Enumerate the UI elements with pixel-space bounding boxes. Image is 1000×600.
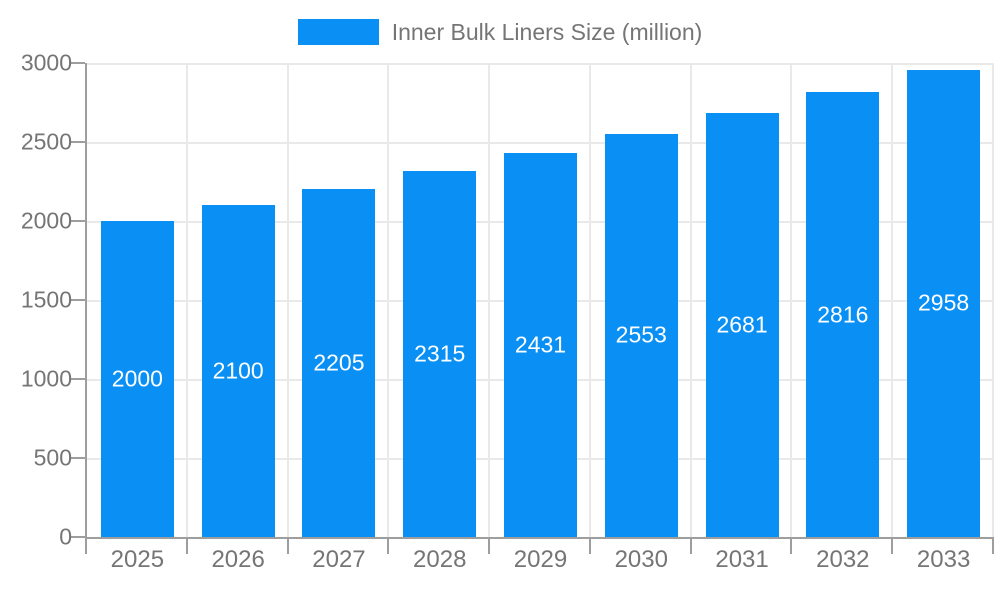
bar-value-label: 2681 [716, 311, 768, 338]
vertical-gridline [185, 63, 188, 537]
y-axis-tick [71, 457, 85, 459]
bar[interactable]: 2681 [705, 113, 779, 537]
vertical-gridline [387, 63, 390, 537]
y-axis-tick [71, 378, 85, 380]
x-axis-tick-label: 2033 [916, 546, 971, 573]
bar[interactable]: 2816 [806, 92, 880, 537]
y-axis-tick-label: 500 [33, 444, 72, 471]
x-axis-tick-label: 2026 [211, 546, 265, 573]
bar[interactable]: 2958 [907, 69, 981, 537]
chart-legend: Inner Bulk Liners Size (million) [0, 19, 1000, 45]
vertical-gridline [286, 63, 289, 537]
y-axis-tick [71, 220, 85, 222]
x-axis-tick [992, 539, 994, 554]
x-axis-tick [588, 539, 591, 554]
vertical-gridline [689, 63, 692, 537]
bar[interactable]: 2553 [604, 133, 678, 537]
x-axis-tick [891, 539, 894, 554]
x-axis-tick [185, 539, 188, 554]
bar-value-label: 2431 [514, 331, 567, 358]
y-axis-tick [71, 536, 85, 538]
y-axis-line [85, 63, 87, 553]
vertical-gridline [992, 63, 994, 537]
bar-value-label: 2315 [414, 340, 466, 367]
y-axis-tick-label: 3000 [20, 49, 72, 76]
bar[interactable]: 2315 [403, 171, 477, 537]
bar-value-label: 2553 [615, 321, 667, 348]
x-axis-tick-label: 2031 [715, 546, 769, 573]
vertical-gridline [891, 63, 894, 537]
x-axis-tick [488, 539, 491, 554]
legend-color-swatch [297, 19, 379, 45]
x-axis-line [87, 537, 994, 539]
y-axis-tick [71, 141, 85, 143]
plot-area: 0 500 1000 1500 2000 2500 3000 2000 2025 2100 2026… [21, 50, 994, 573]
vertical-gridline [488, 63, 491, 537]
x-axis-tick [387, 539, 390, 554]
y-axis-tick [71, 62, 85, 64]
x-axis-tick-label: 2025 [110, 546, 165, 573]
y-axis-tick-label: 1000 [20, 365, 72, 392]
bar[interactable]: 2000 [100, 221, 174, 537]
vertical-gridline [588, 63, 591, 537]
legend-label: Inner Bulk Liners Size (million) [391, 19, 703, 45]
bar[interactable]: 2100 [201, 205, 275, 537]
y-axis-tick [71, 299, 85, 301]
x-axis-tick-label: 2029 [513, 546, 568, 573]
bar-value-label: 2000 [111, 365, 163, 392]
horizontal-gridline [87, 142, 994, 144]
y-axis-tick-label: 0 [59, 523, 72, 550]
bar-value-label: 2205 [313, 349, 365, 376]
x-axis-tick-label: 2027 [312, 546, 366, 573]
bar[interactable]: 2205 [302, 188, 376, 537]
x-axis-tick [689, 539, 692, 554]
bar-value-label: 2816 [817, 301, 869, 328]
x-axis-tick [286, 539, 289, 554]
vertical-gridline [790, 63, 793, 537]
bar-value-label: 2958 [918, 289, 970, 316]
x-axis-tick [790, 539, 793, 554]
y-axis-tick-label: 2000 [20, 207, 72, 234]
x-axis-tick-label: 2032 [816, 546, 870, 573]
legend-item[interactable]: Inner Bulk Liners Size (million) [297, 19, 703, 45]
y-axis-tick-label: 2500 [20, 128, 72, 155]
horizontal-gridline [87, 63, 994, 65]
bar-value-label: 2100 [212, 357, 264, 384]
bar[interactable]: 2431 [504, 152, 577, 537]
x-axis-tick-label: 2028 [413, 546, 467, 573]
x-axis-tick-label: 2030 [614, 546, 668, 573]
y-axis-tick-label: 1500 [20, 286, 72, 313]
